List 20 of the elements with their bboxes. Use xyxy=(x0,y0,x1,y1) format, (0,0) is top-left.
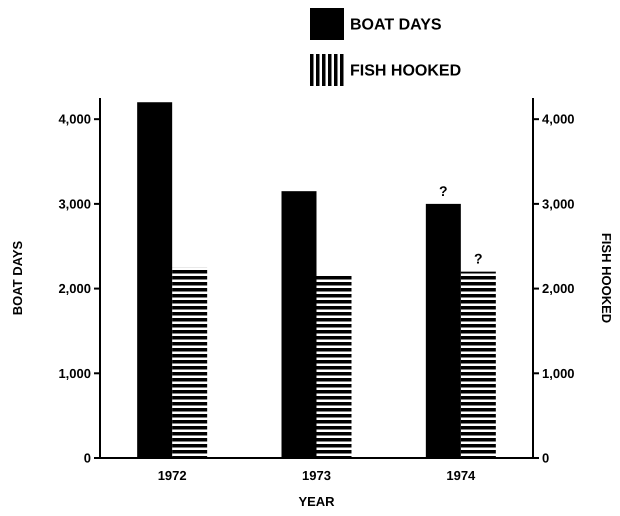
x-axis-title: YEAR xyxy=(298,494,336,509)
legend-label: BOAT DAYS xyxy=(350,16,442,34)
x-tick-label: 1973 xyxy=(302,468,331,483)
legend-label: FISH HOOKED xyxy=(350,62,462,80)
y2-tick-label: 0 xyxy=(542,450,550,466)
y2-tick-label: 4,000 xyxy=(542,112,575,127)
annotation: ? xyxy=(474,250,483,267)
x-tick-label: 1972 xyxy=(158,468,187,483)
x-tick-label: 1974 xyxy=(446,468,476,483)
y2-tick-label: 3,000 xyxy=(542,196,575,212)
y-tick-label: 4,000 xyxy=(58,112,91,127)
y-tick-label: 3,000 xyxy=(58,196,91,212)
y-tick-label: 0 xyxy=(84,450,91,466)
y2-axis-title: FISH HOOKED xyxy=(599,232,614,324)
y2-tick-label: 2,000 xyxy=(542,281,575,296)
annotation: ? xyxy=(439,182,448,199)
y-tick-label: 2,000 xyxy=(58,281,91,296)
y2-tick-label: 1,000 xyxy=(542,366,575,381)
y-axis-title: BOAT DAYS xyxy=(10,240,25,316)
y-tick-label: 1,000 xyxy=(58,366,91,381)
